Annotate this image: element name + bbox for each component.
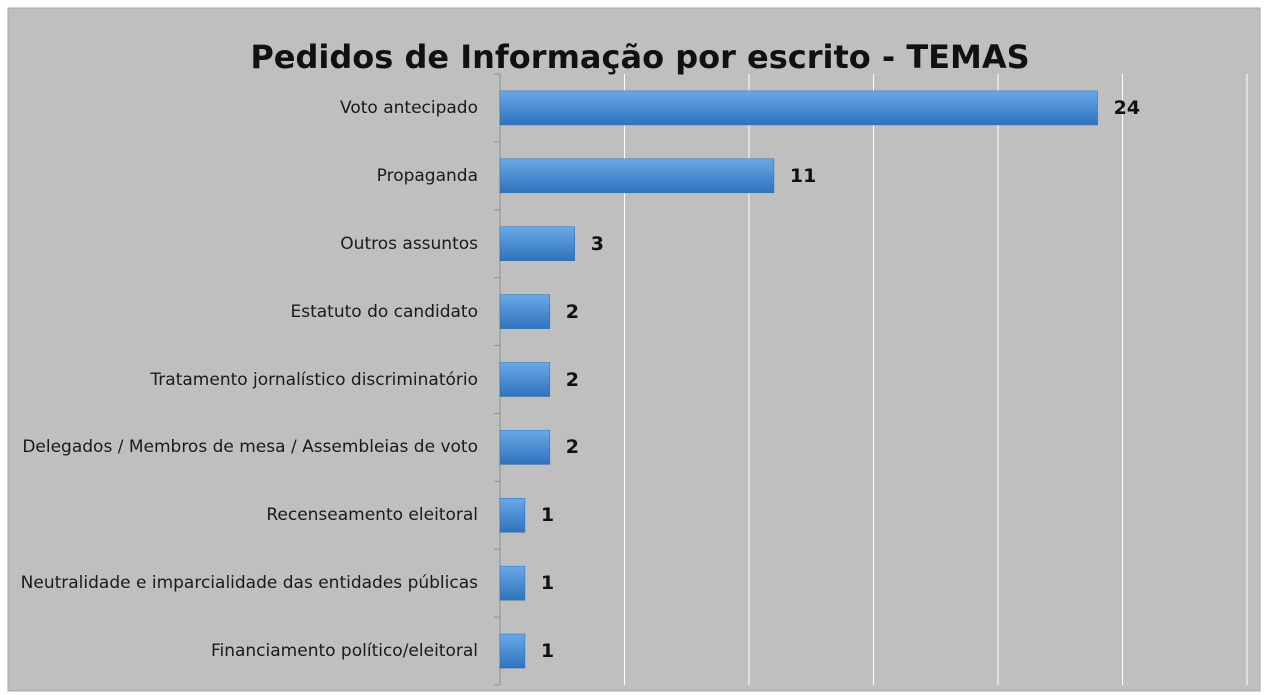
value-label: 11 (789, 164, 817, 187)
bar (499, 498, 526, 533)
y-tick-label: Outros assuntos (340, 233, 478, 254)
y-tick-label: Voto antecipado (340, 97, 478, 118)
y-tick-label: Recenseamento eleitoral (266, 505, 478, 526)
value-label: 2 (565, 368, 580, 391)
value-label: 2 (565, 436, 580, 459)
y-tick-label: Neutralidade e imparcialidade das entida… (20, 573, 478, 594)
chart-title: Pedidos de Informação por escrito - TEMA… (250, 38, 1030, 76)
y-tick-label: Propaganda (376, 165, 478, 186)
y-tick-label: Tratamento jornalístico discriminatório (150, 369, 478, 390)
value-label: 24 (1113, 96, 1141, 119)
bar (499, 633, 526, 669)
y-tick-label: Estatuto do candidato (290, 301, 478, 322)
value-label: 2 (565, 300, 580, 323)
value-label: 1 (540, 572, 555, 595)
bar (499, 362, 551, 397)
bar (499, 90, 1098, 126)
value-label: 3 (590, 232, 604, 255)
y-tick-label: Delegados / Membros de mesa / Assembleia… (22, 437, 478, 458)
bar (499, 294, 551, 329)
bar (499, 226, 575, 261)
y-tick-label: Financiamento político/eleitoral (210, 641, 478, 662)
value-label: 1 (540, 640, 555, 663)
bar (499, 430, 551, 465)
bar (499, 158, 775, 194)
value-label: 1 (540, 504, 555, 527)
bar (499, 565, 526, 601)
